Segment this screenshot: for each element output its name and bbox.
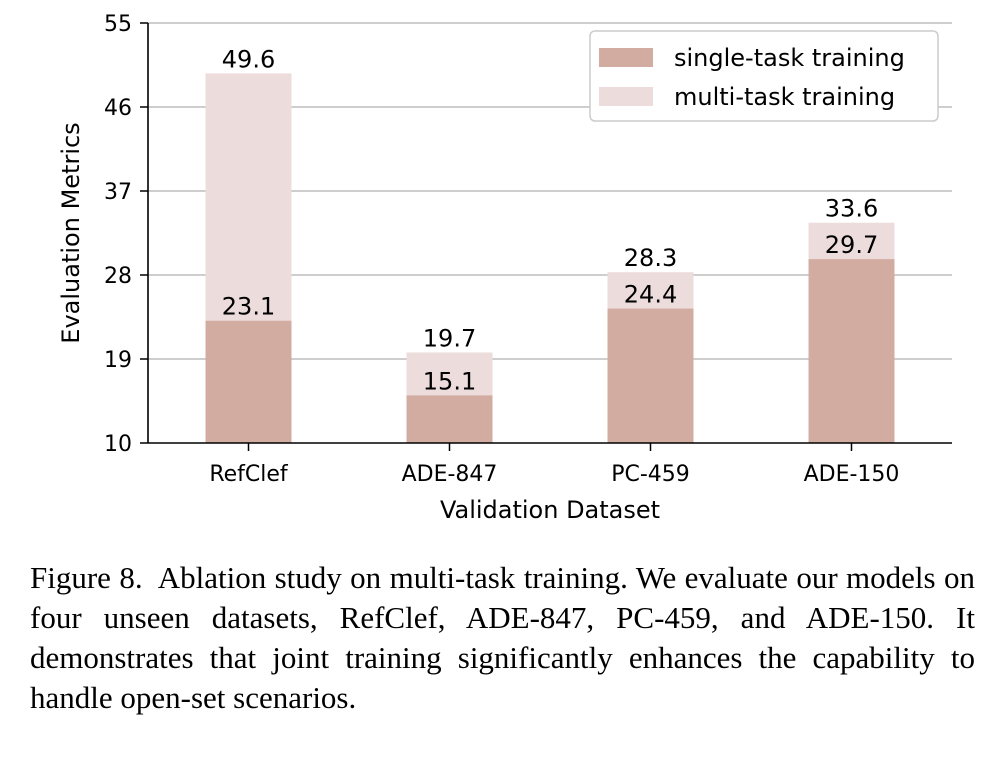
legend-frame	[589, 30, 939, 122]
legend-label-multi-task: multi-task training	[674, 83, 895, 111]
bar-single-task-ade-847	[406, 395, 493, 443]
bar-single-task-ade-150	[808, 259, 895, 443]
x-tick-label-refclef: RefClef	[209, 462, 289, 487]
legend-swatch-single-task	[599, 48, 653, 67]
legend-swatch-multi-task	[599, 87, 653, 106]
legend-label-single-task: single-task training	[674, 44, 905, 72]
bar-single-task-pc-459	[607, 308, 694, 443]
bars	[205, 73, 895, 444]
data-labels: 49.6 23.1 19.7 15.1 28.3 24.4 33.6 29.7	[222, 45, 878, 395]
bar-single-task-refclef	[205, 320, 292, 443]
x-tick-label-pc-459: PC-459	[611, 462, 690, 487]
data-label-single-task-pc-459: 24.4	[624, 281, 677, 309]
x-axis-label: Validation Dataset	[440, 496, 660, 524]
caption-label: Figure 8.	[30, 560, 143, 595]
bar-chart: 10 19 28 37 46 55 RefClef ADE-847 PC-459 ADE-150 …	[57, 12, 952, 524]
y-tick-label-10: 10	[104, 432, 132, 457]
data-label-single-task-ade-847: 15.1	[423, 367, 476, 395]
data-label-single-task-refclef: 23.1	[222, 293, 275, 321]
y-tick-label-19: 19	[104, 348, 132, 373]
legend: single-task training multi-task training	[589, 30, 939, 122]
y-tick-label-55: 55	[104, 12, 132, 37]
caption-text: Ablation study on multi-task training. W…	[30, 560, 976, 715]
data-label-single-task-ade-150: 29.7	[825, 231, 878, 259]
data-label-multi-task-refclef: 49.6	[222, 45, 275, 73]
y-axis-label: Evaluation Metrics	[57, 122, 85, 343]
data-label-multi-task-ade-847: 19.7	[423, 324, 476, 352]
axes: 10 19 28 37 46 55 RefClef ADE-847 PC-459 ADE-150	[104, 12, 952, 487]
y-tick-label-46: 46	[104, 96, 132, 121]
data-label-multi-task-ade-150: 33.6	[825, 195, 878, 223]
x-tick-label-ade-847: ADE-847	[402, 462, 498, 487]
x-tick-label-ade-150: ADE-150	[804, 462, 900, 487]
figure-caption: Figure 8. Ablation study on multi-task t…	[30, 558, 975, 718]
data-label-multi-task-pc-459: 28.3	[624, 244, 677, 272]
y-tick-label-28: 28	[104, 264, 132, 289]
y-tick-label-37: 37	[104, 180, 132, 205]
